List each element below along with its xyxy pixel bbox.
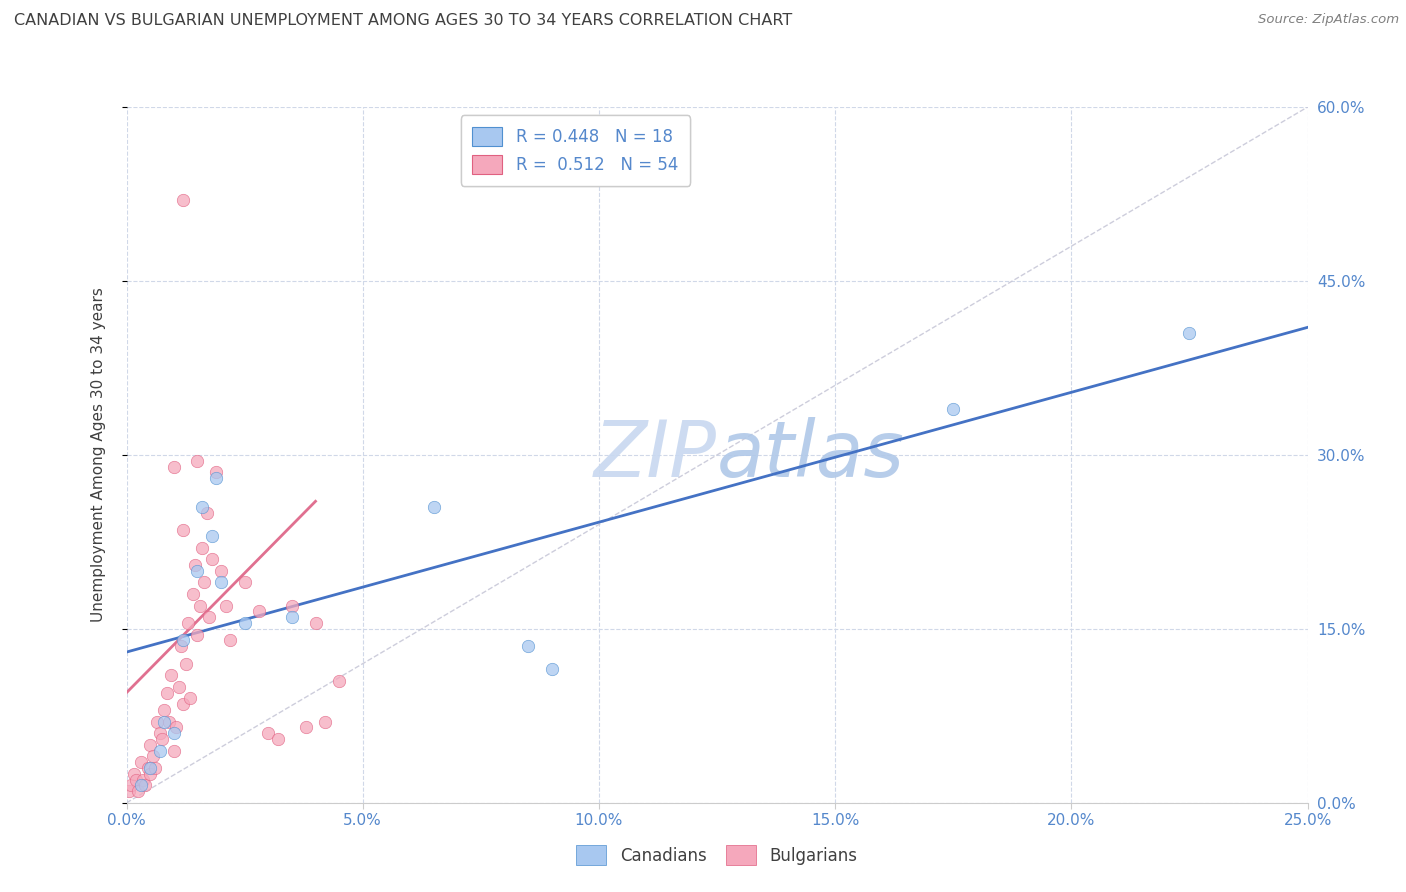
Point xyxy=(328,674,350,689)
Point xyxy=(184,558,207,573)
Point xyxy=(172,523,194,537)
Point xyxy=(233,575,256,590)
Point xyxy=(186,564,208,578)
Point xyxy=(205,471,228,485)
Point xyxy=(165,721,187,735)
Point xyxy=(181,587,204,601)
Point xyxy=(129,755,152,769)
Point xyxy=(422,500,444,514)
Point xyxy=(129,778,152,793)
Point xyxy=(314,714,336,729)
Text: CANADIAN VS BULGARIAN UNEMPLOYMENT AMONG AGES 30 TO 34 YEARS CORRELATION CHART: CANADIAN VS BULGARIAN UNEMPLOYMENT AMONG… xyxy=(14,13,793,29)
Point xyxy=(172,633,194,648)
Point xyxy=(191,541,214,555)
Point xyxy=(172,698,194,712)
Point xyxy=(134,778,156,793)
Point xyxy=(209,575,232,590)
Point xyxy=(122,766,145,781)
Point xyxy=(304,615,326,630)
Point xyxy=(942,401,965,416)
Point xyxy=(132,772,155,787)
Point xyxy=(127,784,149,798)
Point xyxy=(215,599,238,613)
Point xyxy=(149,744,172,758)
Point xyxy=(517,639,540,653)
Point xyxy=(143,761,166,775)
Legend: R = 0.448   N = 18, R =  0.512   N = 54: R = 0.448 N = 18, R = 0.512 N = 54 xyxy=(461,115,690,186)
Point xyxy=(281,599,304,613)
Point xyxy=(139,761,162,775)
Point xyxy=(163,459,186,474)
Point xyxy=(172,193,194,207)
Point xyxy=(170,639,193,653)
Point xyxy=(120,778,142,793)
Point xyxy=(200,529,222,543)
Point xyxy=(186,453,208,467)
Point xyxy=(281,610,304,624)
Point xyxy=(205,466,228,480)
Point xyxy=(186,628,208,642)
Point xyxy=(191,500,214,514)
Point xyxy=(177,615,200,630)
Point xyxy=(149,726,172,740)
Point xyxy=(188,599,211,613)
Text: ZIP: ZIP xyxy=(595,417,717,493)
Point xyxy=(174,657,197,671)
Point xyxy=(267,731,290,746)
Point xyxy=(153,714,176,729)
Point xyxy=(247,605,270,619)
Point xyxy=(163,726,186,740)
Point xyxy=(233,615,256,630)
Y-axis label: Unemployment Among Ages 30 to 34 years: Unemployment Among Ages 30 to 34 years xyxy=(91,287,105,623)
Point xyxy=(153,703,176,717)
Point xyxy=(118,784,141,798)
Point xyxy=(156,685,179,699)
Point xyxy=(157,714,180,729)
Point xyxy=(540,662,562,676)
Point xyxy=(160,668,183,682)
Point xyxy=(200,552,222,566)
Point xyxy=(195,506,218,520)
Point xyxy=(150,731,173,746)
Point xyxy=(167,680,190,694)
Point xyxy=(209,564,232,578)
Point xyxy=(125,772,148,787)
Point xyxy=(1178,326,1201,341)
Point xyxy=(163,744,186,758)
Point xyxy=(139,738,162,752)
Point xyxy=(136,761,159,775)
Point xyxy=(141,749,163,764)
Point xyxy=(193,575,215,590)
Point xyxy=(146,714,169,729)
Text: Source: ZipAtlas.com: Source: ZipAtlas.com xyxy=(1258,13,1399,27)
Point xyxy=(139,766,162,781)
Point xyxy=(257,726,280,740)
Point xyxy=(219,633,242,648)
Point xyxy=(179,691,201,706)
Text: atlas: atlas xyxy=(717,417,905,493)
Point xyxy=(198,610,221,624)
Point xyxy=(295,721,318,735)
Legend: Canadians, Bulgarians: Canadians, Bulgarians xyxy=(567,836,868,875)
